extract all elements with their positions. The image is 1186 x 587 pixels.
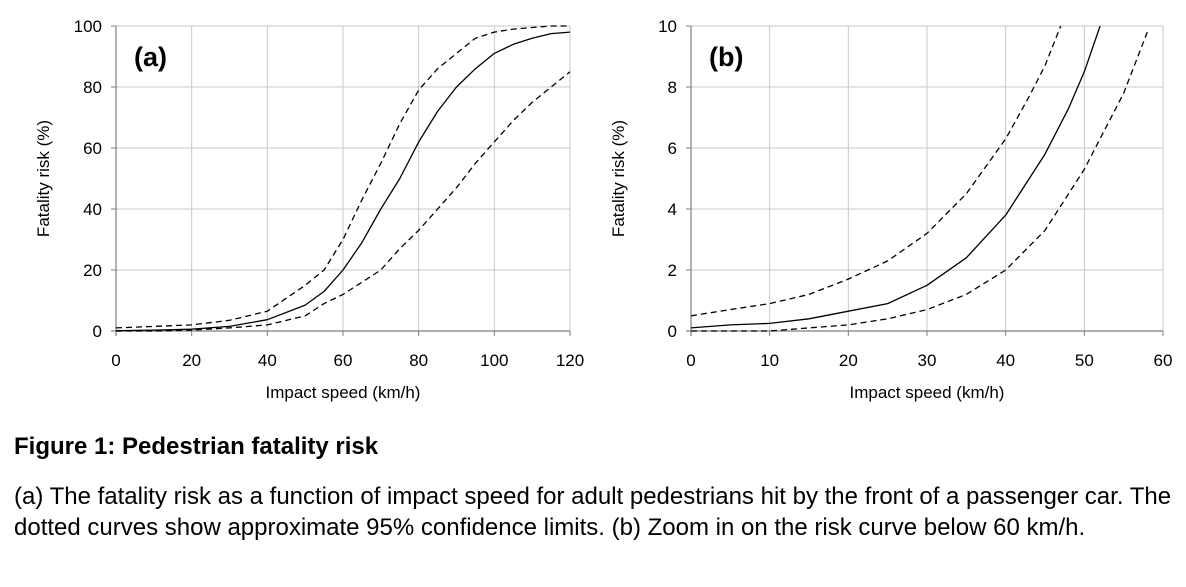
- x-tick-label: 10: [760, 351, 779, 370]
- x-tick-label: 0: [686, 351, 695, 370]
- x-tick-label: 40: [258, 351, 277, 370]
- x-tick-label: 80: [409, 351, 428, 370]
- y-tick-label: 6: [668, 139, 677, 158]
- x-tick-label: 30: [918, 351, 937, 370]
- x-tick-label: 0: [111, 351, 120, 370]
- x-tick-label: 50: [1075, 351, 1094, 370]
- y-tick-label: 0: [668, 322, 677, 341]
- risk-curve: [115, 31, 571, 332]
- confidence-limit-curve: [691, 31, 1148, 332]
- x-tick-label: 40: [996, 351, 1015, 370]
- y-tick-label: 0: [93, 322, 102, 341]
- y-axis-label: Fatality risk (%): [34, 120, 53, 237]
- x-tick-label: 120: [556, 351, 584, 370]
- confidence-limit-curve: [116, 71, 571, 332]
- x-tick-label: 20: [182, 351, 201, 370]
- risk-curve: [690, 25, 1101, 329]
- x-axis-label: Impact speed (km/h): [850, 383, 1005, 402]
- y-tick-label: 80: [83, 78, 102, 97]
- y-tick-label: 60: [83, 139, 102, 158]
- y-tick-label: 10: [658, 17, 677, 36]
- x-tick-label: 60: [334, 351, 353, 370]
- figure-title: Figure 1: Pedestrian fatality risk: [14, 433, 379, 460]
- y-tick-label: 2: [668, 261, 677, 280]
- x-tick-label: 20: [839, 351, 858, 370]
- panel-label: (b): [709, 42, 743, 72]
- chart-panel-a: 0 20 40 60 80 100 120 0 20 40 60 80 100 (a) Impact spe…: [34, 17, 584, 402]
- confidence-limit-curve: [115, 25, 570, 329]
- x-tick-label: 60: [1154, 351, 1173, 370]
- x-tick-label: 100: [480, 351, 508, 370]
- chart-panel-b: 0 10 20 30 40 50 60 0 2 4 6 8 10 (b) Impact speed (km/…: [609, 17, 1172, 402]
- y-tick-label: 20: [83, 261, 102, 280]
- y-tick-label: 4: [668, 200, 677, 219]
- y-tick-label: 100: [74, 17, 102, 36]
- x-axis-label: Impact speed (km/h): [266, 383, 421, 402]
- panel-label: (a): [134, 42, 167, 72]
- y-tick-label: 8: [668, 78, 677, 97]
- figure-caption: (a) The fatality risk as a function of i…: [14, 483, 1172, 541]
- confidence-limit-curve: [690, 25, 1062, 317]
- y-tick-label: 40: [83, 200, 102, 219]
- y-axis-label: Fatality risk (%): [609, 120, 628, 237]
